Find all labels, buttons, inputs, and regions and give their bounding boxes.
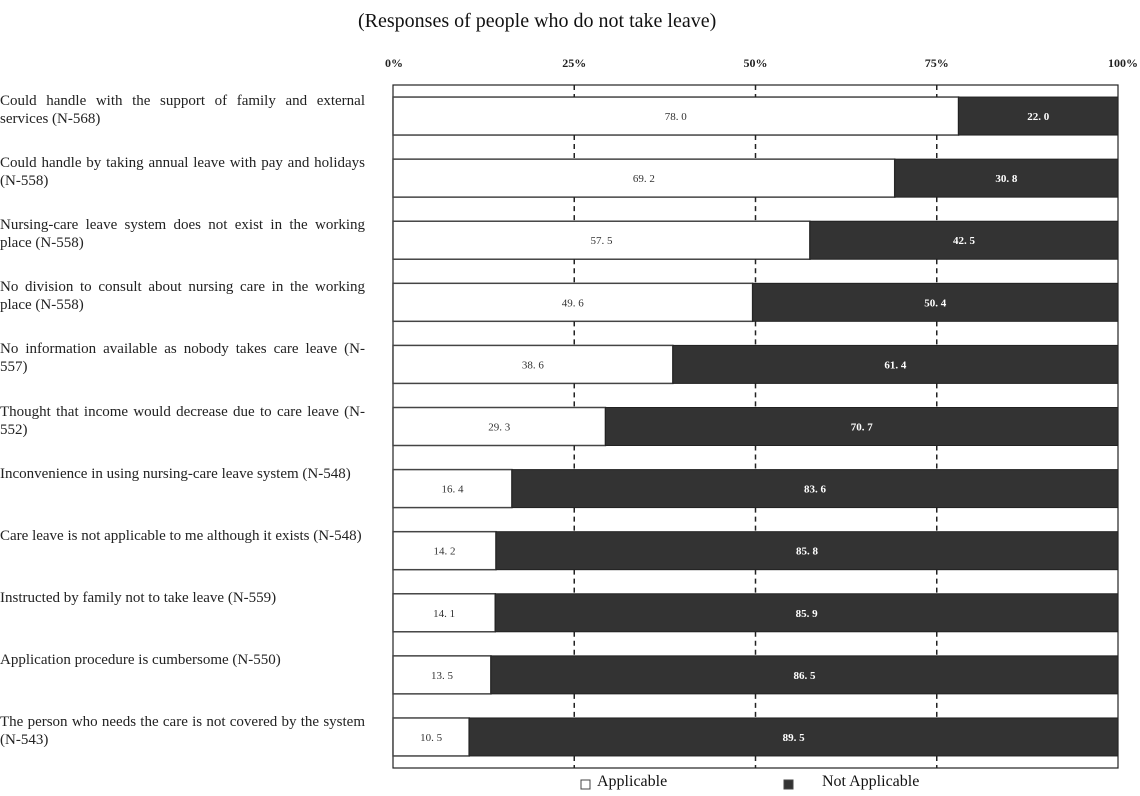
- category-label: Nursing-care leave system does not exist…: [0, 217, 365, 252]
- data-label-applicable: 38. 6: [522, 359, 545, 371]
- data-label-not-applicable: 85. 9: [796, 608, 819, 620]
- bar-not-applicable: [672, 344, 1119, 384]
- chart-subtitle: (Responses of people who do not take lea…: [358, 10, 717, 32]
- data-label-applicable: 10. 5: [420, 732, 443, 744]
- bar-applicable: [392, 468, 513, 509]
- category-label: Inconvenience in using nursing-care leav…: [0, 465, 351, 482]
- bar-not-applicable: [468, 717, 1119, 757]
- data-label-not-applicable: 83. 6: [804, 484, 827, 496]
- bar-not-applicable: [495, 531, 1119, 571]
- x-tick-label: 0%: [385, 56, 403, 70]
- bar-applicable: [392, 593, 496, 633]
- bar-applicable: [392, 530, 497, 571]
- bar-applicable: [392, 282, 754, 323]
- x-tick-label: 75%: [925, 56, 949, 70]
- x-tick-label: 100%: [1108, 56, 1138, 70]
- bar-not-applicable: [511, 469, 1119, 509]
- x-tick-label: 25%: [562, 56, 586, 70]
- data-label-applicable: 69. 2: [633, 173, 655, 185]
- category-label: Could handle by taking annual leave with…: [0, 155, 365, 190]
- data-label-applicable: 14. 1: [433, 608, 455, 620]
- data-label-applicable: 29. 3: [488, 422, 511, 434]
- data-label-applicable: 57. 5: [590, 235, 613, 247]
- category-label: No division to consult about nursing car…: [0, 279, 365, 314]
- bar-applicable: [392, 406, 607, 447]
- bar-not-applicable: [809, 220, 1119, 260]
- data-label-not-applicable: 30. 8: [995, 173, 1018, 185]
- bar-not-applicable: [604, 407, 1119, 446]
- bar-applicable: [392, 655, 492, 695]
- data-label-applicable: 13. 5: [431, 670, 454, 682]
- category-label: Instructed by family not to take leave (…: [0, 589, 277, 606]
- x-tick-label: 50%: [744, 56, 768, 70]
- bar-not-applicable: [958, 96, 1119, 136]
- category-label: No information available as nobody takes…: [0, 341, 365, 376]
- data-label-not-applicable: 89. 5: [783, 732, 806, 744]
- bar-not-applicable: [894, 158, 1119, 198]
- category-label: Application procedure is cumbersome (N-5…: [0, 651, 281, 668]
- data-label-not-applicable: 22. 0: [1027, 111, 1050, 123]
- legend-applicable-swatch: [580, 779, 591, 790]
- legend-not-applicable-swatch: [783, 779, 794, 790]
- bar-not-applicable: [490, 655, 1119, 695]
- data-label-not-applicable: 42. 5: [953, 235, 976, 247]
- data-label-applicable: 14. 2: [433, 546, 455, 558]
- bar-applicable: [392, 158, 896, 198]
- legend-applicable-label: Applicable: [597, 773, 668, 790]
- category-label: Care leave is not applicable to me altho…: [0, 527, 362, 544]
- data-label-not-applicable: 86. 5: [793, 670, 816, 682]
- legend-not-applicable-label: Not Applicable: [822, 773, 920, 790]
- bar-not-applicable: [494, 593, 1119, 633]
- data-label-not-applicable: 85. 8: [796, 546, 819, 558]
- category-label: The person who needs the care is not cov…: [0, 713, 365, 748]
- category-label: Could handle with the support of family …: [0, 93, 365, 128]
- data-label-not-applicable: 61. 4: [884, 359, 907, 371]
- bar-not-applicable: [752, 282, 1119, 322]
- data-label-not-applicable: 50. 4: [924, 297, 947, 309]
- data-label-applicable: 49. 6: [562, 297, 585, 309]
- bar-applicable: [392, 220, 811, 260]
- category-label: Thought that income would decrease due t…: [0, 403, 365, 438]
- data-label-applicable: 16. 4: [441, 484, 464, 496]
- data-label-applicable: 78. 0: [665, 111, 688, 123]
- data-label-not-applicable: 70. 7: [851, 422, 874, 434]
